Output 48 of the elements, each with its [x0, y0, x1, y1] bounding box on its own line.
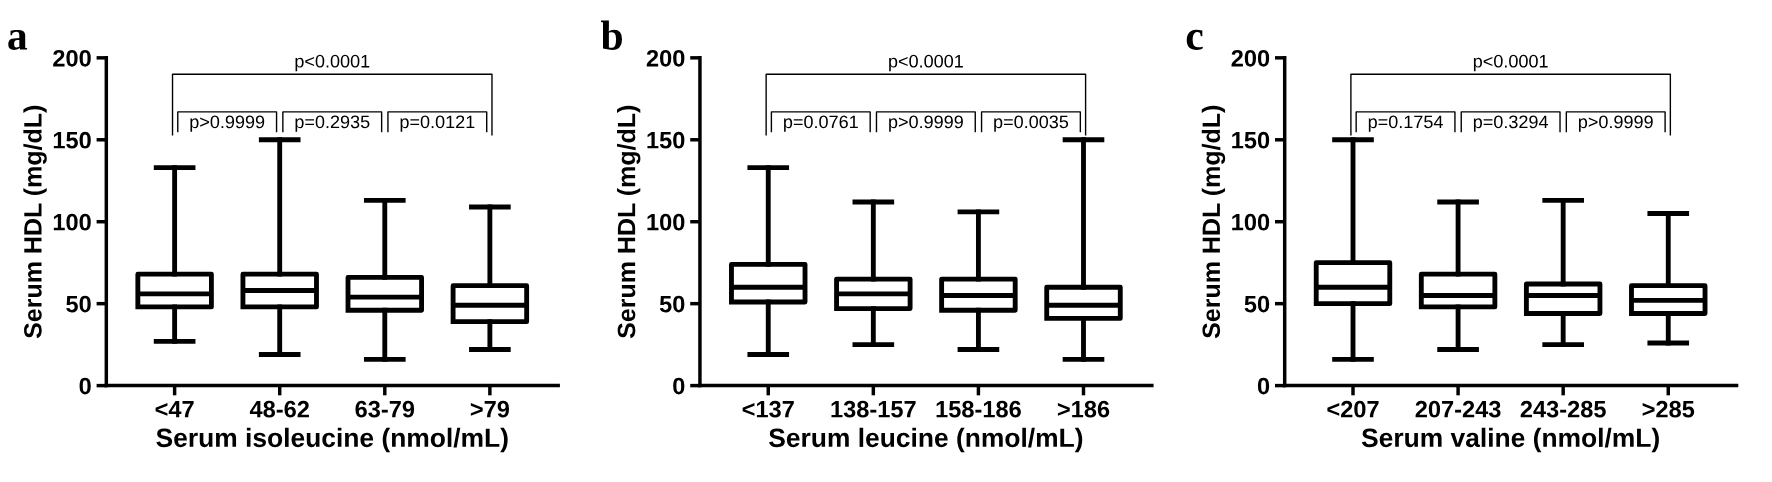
- annotation: p=0.2935: [295, 115, 370, 132]
- x-axis-title: Serum valine (nmol/mL): [1361, 427, 1659, 453]
- x-tick-label: 138-157: [831, 400, 916, 418]
- y-tick-label: 0: [1257, 377, 1270, 395]
- y-axis-title: Serum HDL (mg/dL): [1201, 105, 1226, 339]
- y-tick-label: 50: [1244, 295, 1270, 313]
- x-tick-label: >79: [470, 400, 510, 418]
- y-tick-label: 200: [1231, 49, 1270, 67]
- y-tick-label: 100: [1232, 213, 1270, 231]
- y-tick-label: 0: [79, 377, 91, 395]
- y-axis-title: Serum HDL (mg/dL): [617, 105, 641, 339]
- annotation: p<0.0001: [1473, 54, 1548, 72]
- x-tick-label: >186: [1057, 400, 1110, 418]
- y-tick-label: 50: [659, 295, 685, 313]
- annotation: p<0.0001: [889, 54, 963, 72]
- x-axis-title: Serum leucine (nmol/mL): [769, 427, 1083, 453]
- y-tick-label: 100: [647, 213, 685, 231]
- annotation: p=0.0035: [994, 115, 1069, 132]
- x-tick-label: <47: [155, 401, 194, 418]
- x-tick-label: <137: [742, 400, 794, 418]
- annotation: p=0.1754: [1368, 115, 1443, 132]
- annotation: p=0.0121: [400, 115, 475, 132]
- x-tick-label: >285: [1642, 400, 1695, 418]
- y-tick-label: 0: [673, 377, 685, 395]
- annotation: p>0.9999: [190, 115, 265, 132]
- x-tick-label: 207-243: [1415, 400, 1501, 418]
- y-tick-label: 150: [1232, 131, 1270, 149]
- y-tick-label: 200: [53, 49, 91, 67]
- chart-title: c: [1186, 29, 1203, 50]
- y-tick-label: 50: [66, 295, 91, 313]
- y-tick-label: 100: [53, 213, 91, 231]
- x-tick-label: 63-79: [355, 400, 415, 418]
- chart-title: b: [601, 20, 623, 50]
- x-tick-label: 158-186: [936, 400, 1021, 418]
- annotation: p>0.9999: [1578, 115, 1653, 132]
- x-tick-label: 243-285: [1520, 400, 1606, 418]
- y-tick-label: 200: [646, 49, 685, 67]
- annotation: p>0.9999: [889, 115, 963, 132]
- chart-title: a: [8, 29, 28, 50]
- annotation: p<0.0001: [295, 54, 370, 72]
- y-tick-label: 150: [53, 131, 91, 149]
- annotation: p=0.0761: [784, 115, 858, 132]
- x-tick-label: 48-62: [249, 400, 309, 418]
- y-axis-title: Serum HDL (mg/dL): [23, 105, 47, 339]
- x-tick-label: <207: [1327, 400, 1379, 418]
- annotation: p=0.3294: [1473, 115, 1549, 132]
- y-tick-label: 150: [647, 131, 685, 149]
- x-axis-title: Serum isoleucine (nmol/mL): [156, 427, 508, 453]
